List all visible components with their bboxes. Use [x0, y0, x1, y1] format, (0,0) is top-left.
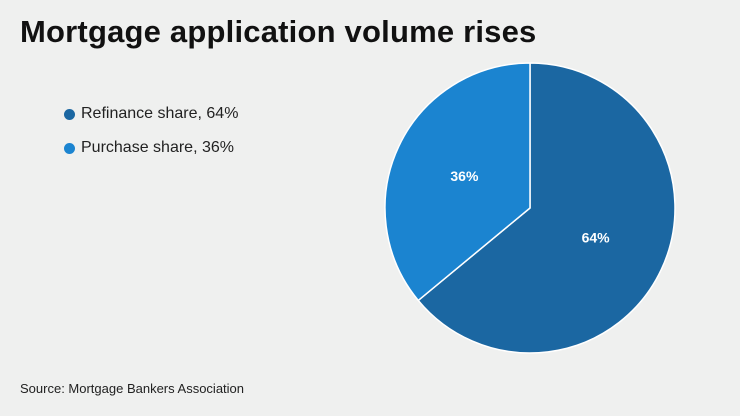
legend-label-refinance: Refinance share, 64%: [81, 105, 239, 122]
pie-slice-refinance: [417, 62, 676, 354]
slice-label-refinance: 64%: [582, 230, 611, 246]
legend-marker-refinance: [64, 108, 75, 120]
slice-label-purchase: 36%: [450, 168, 479, 184]
pie-slice-purchase: [384, 62, 531, 302]
legend: Refinance share, 64% Purchase share, 36%: [64, 103, 238, 171]
chart-title: Mortgage application volume rises: [20, 14, 537, 49]
legend-item-refinance: Refinance share, 64%: [64, 103, 238, 125]
legend-marker-purchase: [64, 142, 75, 154]
legend-label-purchase: Purchase share, 36%: [81, 139, 234, 156]
source-note: Source: Mortgage Bankers Association: [20, 381, 245, 396]
legend-item-purchase: Purchase share, 36%: [64, 137, 238, 159]
